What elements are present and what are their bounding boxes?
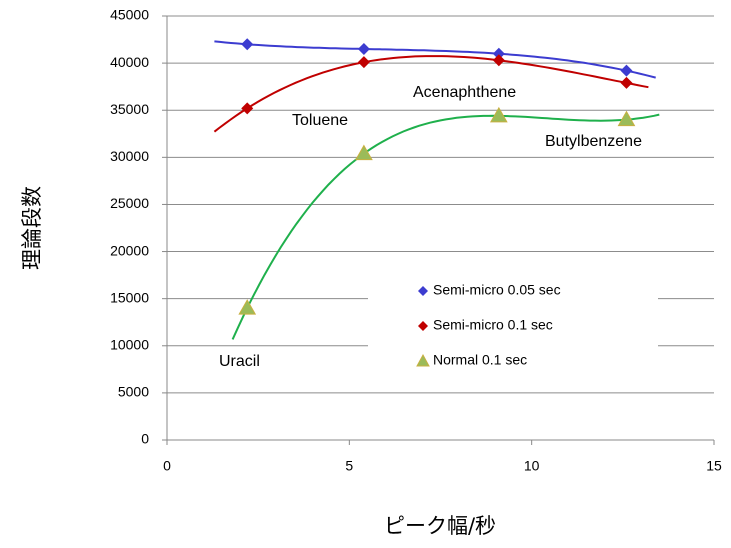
annotation: Acenaphthene — [413, 84, 516, 101]
marker — [355, 144, 373, 161]
y-tick-label: 5000 — [118, 384, 149, 400]
y-axis-label: 理論段数 — [20, 186, 44, 270]
marker — [357, 56, 370, 69]
marker — [489, 106, 508, 123]
y-tick-label: 20000 — [110, 242, 149, 258]
trend-line — [213, 55, 649, 133]
y-tick-label: 15000 — [110, 289, 149, 305]
marker — [620, 76, 633, 89]
annotation: Uracil — [219, 353, 260, 370]
legend-box — [368, 276, 658, 376]
marker — [492, 47, 505, 60]
y-tick-label: 40000 — [110, 54, 149, 70]
annotation: Butylbenzene — [545, 133, 642, 150]
annotation: Toluene — [292, 112, 348, 129]
marker — [357, 42, 370, 55]
y-tick-label: 10000 — [110, 336, 149, 352]
legend-label: Semi-micro 0.1 sec — [433, 317, 553, 333]
marker — [617, 110, 636, 127]
marker — [241, 38, 254, 51]
x-axis-label: ピーク幅/秒 — [384, 514, 496, 538]
legend-label: Normal 0.1 sec — [433, 352, 527, 368]
marker — [238, 299, 257, 315]
marker — [241, 102, 254, 115]
marker — [492, 54, 505, 67]
legend-marker — [416, 353, 430, 367]
y-tick-label: 35000 — [110, 101, 149, 117]
legend-marker — [418, 321, 428, 331]
x-tick-label: 10 — [524, 458, 540, 474]
legend-label: Semi-micro 0.05 sec — [433, 282, 561, 298]
trend-line — [231, 113, 660, 340]
y-tick-label: 45000 — [110, 7, 149, 23]
marker — [620, 64, 633, 77]
x-tick-label: 15 — [706, 458, 722, 474]
trend-line — [214, 40, 656, 79]
x-tick-label: 0 — [163, 458, 171, 474]
y-tick-label: 30000 — [110, 148, 149, 164]
legend-marker — [418, 286, 428, 296]
y-tick-label: 0 — [141, 431, 149, 447]
y-tick-label: 25000 — [110, 195, 149, 211]
x-tick-label: 5 — [345, 458, 353, 474]
